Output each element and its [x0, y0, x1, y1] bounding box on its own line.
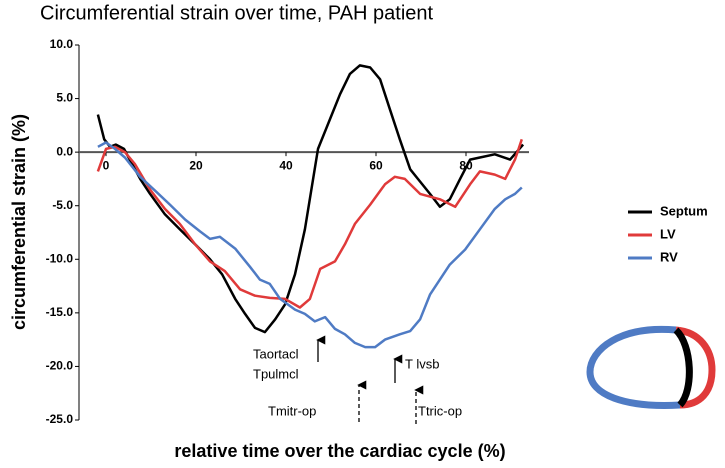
x-tick-label: 60	[369, 158, 383, 172]
series-line	[96, 64, 525, 334]
x-tick-label: 40	[279, 158, 293, 172]
annotation: Tpulmcl	[253, 366, 299, 381]
legend-label: LV	[660, 226, 676, 241]
y-tick-label: -15.0	[46, 305, 74, 319]
heart-diagram	[586, 325, 716, 409]
annotation: Ttric-op	[418, 403, 462, 418]
annotation: T lvsb	[405, 356, 439, 371]
y-tick-label: -5.0	[52, 198, 73, 212]
y-tick-label: 0.0	[56, 144, 73, 158]
y-tick-label: -10.0	[46, 251, 74, 265]
legend-label: Septum	[660, 203, 708, 218]
y-tick-label: -25.0	[46, 412, 74, 426]
chart-title: Circumferential strain over time, PAH pa…	[40, 2, 434, 24]
y-tick-label: -20.0	[46, 359, 74, 373]
x-tick-label: 0	[103, 158, 110, 172]
x-tick-label: 20	[189, 158, 203, 172]
annotation: Tmitr-op	[268, 403, 316, 418]
y-tick-label: 10.0	[50, 37, 74, 51]
series-line	[96, 138, 523, 309]
x-axis-title: relative time over the cardiac cycle (%)	[174, 441, 505, 461]
annotation: Taortacl	[253, 346, 299, 361]
series-line	[97, 141, 523, 349]
y-axis-title: circumferential strain (%)	[9, 114, 29, 330]
legend-label: RV	[660, 249, 678, 264]
y-tick-label: 5.0	[56, 91, 73, 105]
